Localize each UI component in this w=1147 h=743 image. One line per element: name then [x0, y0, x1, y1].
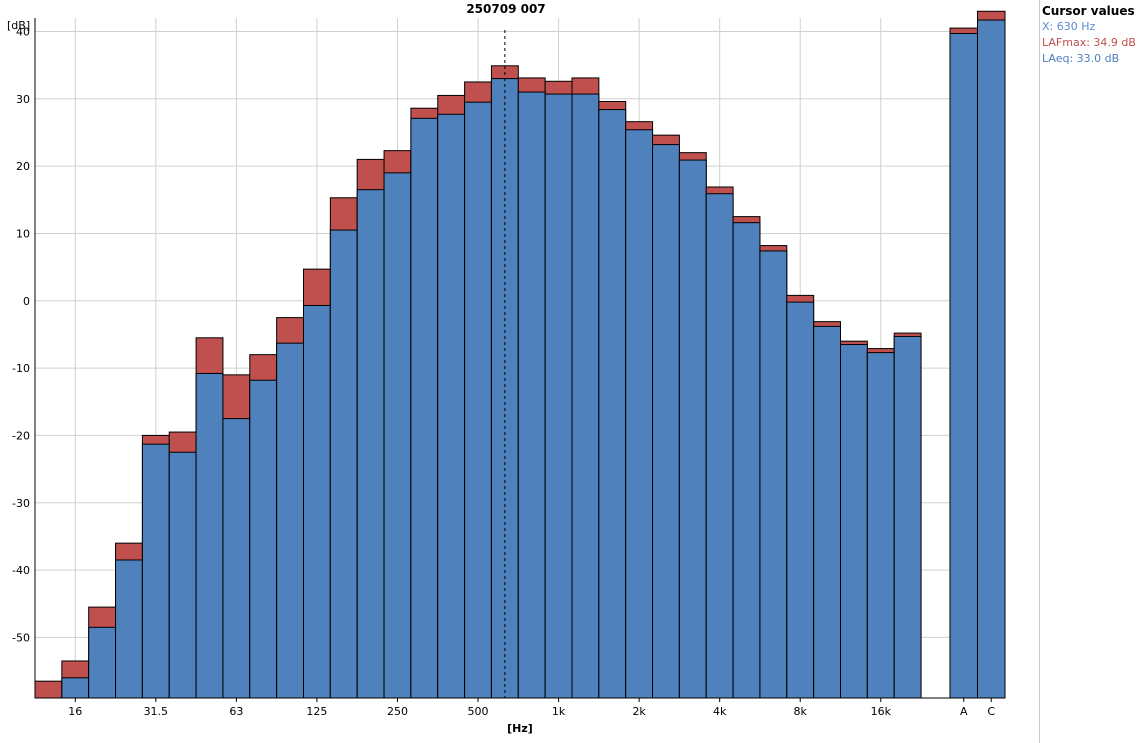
bar-laeq	[732, 222, 761, 699]
x-axis-label: [Hz]	[507, 722, 533, 735]
bar-laeq	[813, 325, 842, 699]
cursor-x-value: X: 630 Hz	[1042, 20, 1096, 33]
cursor-lafmax-value: LAFmax: 34.9 dB	[1042, 36, 1136, 49]
x-tick-label: C	[987, 705, 995, 718]
bar-laeq	[598, 109, 627, 699]
cursor-values-header: Cursor values	[1042, 4, 1135, 18]
bar-laeq	[356, 189, 385, 699]
y-tick-label: 20	[16, 160, 30, 173]
x-tick-label: A	[960, 705, 968, 718]
y-tick-label: 0	[23, 295, 30, 308]
cursor-laeq-value: LAeq: 33.0 dB	[1042, 52, 1120, 65]
bar-laeq	[410, 117, 439, 699]
bar-laeq	[490, 78, 519, 699]
bar-laeq	[625, 129, 654, 699]
x-tick-label: 125	[306, 705, 327, 718]
bar-laeq	[652, 144, 680, 699]
bars-group	[34, 10, 1006, 699]
bar-laeq	[517, 91, 546, 699]
x-tick-label: 250	[387, 705, 408, 718]
y-axis-label: [dB]	[7, 19, 30, 32]
bar-laeq	[840, 344, 868, 699]
y-tick-label: -20	[12, 429, 30, 442]
axes-group	[34, 18, 1005, 702]
x-tick-label: 63	[229, 705, 243, 718]
x-tick-label: 500	[468, 705, 489, 718]
bar-lafmax	[34, 680, 63, 699]
bar-laeq	[88, 626, 117, 699]
x-tick-label: 4k	[713, 705, 727, 718]
bar-laeq	[115, 559, 143, 699]
y-tick-label: -50	[12, 631, 30, 644]
bar-laeq	[329, 229, 358, 699]
x-tick-label: 1k	[552, 705, 566, 718]
bar-laeq	[678, 159, 707, 699]
bar-laeq	[61, 677, 90, 699]
bar-laeq	[759, 250, 788, 699]
labels-group: 40 30 20 10 0 -10 -20 -30 -40 -50 16 31.5 63 125 250 50…	[7, 19, 995, 735]
bar-laeq	[977, 19, 1006, 699]
y-tick-label: 40	[16, 25, 30, 38]
bar-laeq	[249, 379, 278, 699]
bar-laeq	[893, 335, 922, 699]
bar-laeq	[437, 113, 466, 699]
x-tick-label: 8k	[794, 705, 808, 718]
spectrum-chart[interactable]: 40 30 20 10 0 -10 -20 -30 -40 -50 16 31.5 63 125 250 50…	[0, 0, 1038, 743]
bar-laeq	[222, 418, 251, 699]
bar-laeq	[168, 451, 197, 699]
y-tick-label: 10	[16, 227, 30, 240]
bar-laeq	[464, 101, 492, 699]
x-tick-label: 16k	[871, 705, 892, 718]
bar-laeq	[383, 172, 412, 699]
bar-laeq	[705, 193, 734, 699]
bar-laeq	[303, 304, 331, 699]
x-tick-label: 31.5	[144, 705, 169, 718]
y-tick-label: 30	[16, 93, 30, 106]
y-tick-label: -30	[12, 497, 30, 510]
x-tick-label: 16	[68, 705, 82, 718]
bar-laeq	[141, 443, 170, 699]
bar-laeq	[571, 93, 600, 699]
bar-laeq	[786, 301, 815, 699]
bar-laeq	[866, 352, 895, 699]
bar-laeq	[544, 93, 573, 699]
cursor-values-panel: Cursor values X: 630 Hz LAFmax: 34.9 dB …	[1039, 0, 1147, 743]
bar-laeq	[195, 372, 224, 699]
y-tick-label: -10	[12, 362, 30, 375]
chart-title: 250709 007	[466, 2, 546, 16]
bar-laeq	[276, 342, 304, 699]
bar-laeq	[949, 32, 978, 699]
y-tick-label: -40	[12, 564, 30, 577]
x-tick-label: 2k	[632, 705, 646, 718]
